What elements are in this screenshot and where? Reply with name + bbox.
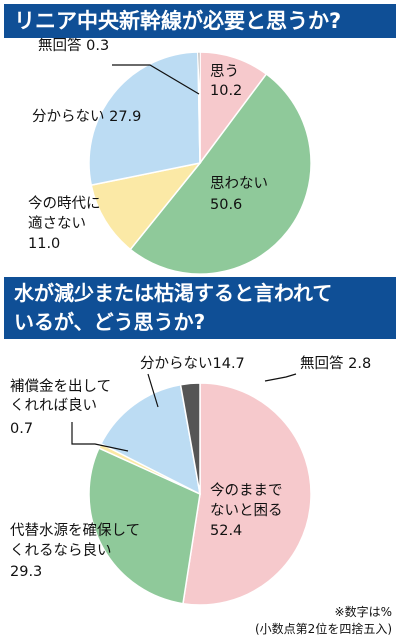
label-omou: 思う (210, 64, 239, 80)
pie-chart-1-slices (88, 51, 312, 275)
value-hoshokin: 0.7 (10, 421, 33, 437)
chart-2-title: 水が減少または枯渇すると言われて いるが、どう思うか? (4, 277, 396, 339)
label-imano-2: 適さない (28, 214, 86, 232)
value-imanomama: 52.4 (210, 523, 242, 539)
value-omowanai: 50.6 (210, 197, 242, 213)
pie-1-slice-4 (197, 51, 201, 164)
pie-1-slice-2 (90, 161, 202, 251)
pie-2-slice-4 (179, 382, 201, 495)
value-omou: 10.2 (210, 83, 242, 99)
label-imanomama-1: 今のままで (210, 482, 283, 499)
label-daitai-2: くれるなら良い (10, 542, 112, 559)
label-wakaranai-2: 分からない14.7 (140, 355, 245, 372)
pie-1-slice-1 (129, 72, 312, 275)
pie-1-slice-0 (199, 51, 268, 166)
pie-chart-2: 今のままで ないと困る 52.4 代替水源を確保して くれるなら良い 29.3 … (10, 355, 371, 606)
chart-2-title-line-2: いるが、どう思うか? (14, 310, 206, 334)
label-daitai-1: 代替水源を確保して (10, 522, 140, 539)
pie-2-slice-0 (182, 382, 312, 606)
value-daitai: 29.3 (10, 564, 42, 580)
chart-2-title-line-1: 水が減少または枯渇すると言われて (14, 281, 333, 305)
pie-1-slice-3 (88, 51, 201, 187)
footnote-unit: ※数字は% (334, 605, 392, 619)
pie-chart-2-slices (88, 382, 312, 606)
pie-2-slice-1 (88, 447, 201, 605)
footnote-rounding: (小数点第2位を四捨五入) (255, 622, 392, 636)
label-mukaito-1: 無回答 0.3 (38, 38, 109, 54)
label-imanomama-2: ないと困る (210, 502, 283, 519)
label-omowanai: 思わない (210, 175, 268, 192)
label-imano-1: 今の時代に (28, 195, 101, 212)
label-wakaranai-1: 分からない 27.9 (32, 108, 141, 125)
value-imano: 11.0 (28, 236, 60, 252)
chart-1-title: リニア中央新幹線が必要と思うか? (4, 4, 396, 38)
label-mukaito-2: 無回答 2.8 (300, 355, 371, 372)
pie-2-slice-3 (100, 383, 202, 496)
pie-chart-1: 思う 10.2 思わない 50.6 今の時代に 適さない 11.0 分からない … (28, 38, 312, 275)
pie-chart-1-leaders (112, 64, 200, 95)
label-hoshokin-1: 補償金を出して (10, 378, 111, 395)
pie-chart-2-leaders (71, 373, 297, 452)
label-hoshokin-2: くれれば良い (10, 397, 97, 414)
